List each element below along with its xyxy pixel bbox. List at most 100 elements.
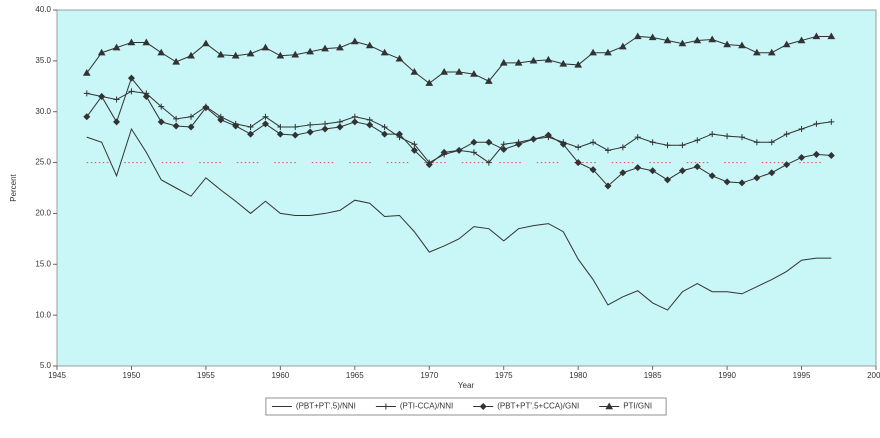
data-point <box>544 55 553 63</box>
x-tick-label: 1960 <box>271 371 289 380</box>
data-point <box>411 141 418 148</box>
x-tick-label: 2000 <box>867 371 880 380</box>
data-point <box>202 39 210 47</box>
data-point <box>113 96 120 103</box>
legend-item: PTI/GNI <box>599 402 652 411</box>
series-line <box>86 127 832 311</box>
y-tick-label: 25.0 <box>35 158 51 167</box>
data-point <box>246 49 255 57</box>
data-point <box>514 58 523 66</box>
data-point <box>112 43 121 51</box>
data-point <box>812 32 821 40</box>
data-point <box>321 44 329 52</box>
data-point <box>589 166 597 174</box>
data-point <box>530 135 538 143</box>
data-point <box>425 79 434 86</box>
data-point <box>827 151 835 159</box>
data-point <box>172 57 180 65</box>
legend-item: (PBT+PT'.5+CCA)/GNI <box>473 402 579 411</box>
x-tick-label: 1970 <box>420 371 438 380</box>
data-point <box>768 169 776 177</box>
data-point <box>604 48 612 56</box>
x-tick-label: 1985 <box>644 371 662 380</box>
x-tick-label: 1975 <box>495 371 513 380</box>
y-tick-label: 5.0 <box>40 361 52 370</box>
data-point <box>113 118 121 126</box>
data-point <box>306 47 315 55</box>
data-point <box>694 137 701 144</box>
data-point <box>827 32 836 40</box>
data-point <box>276 130 284 138</box>
data-point <box>544 131 552 139</box>
data-point <box>395 130 403 138</box>
legend: (PBT+PT'.5)/NNI (PTI-CCA)/NNI (PBT+PT'.5+C… <box>265 397 667 416</box>
data-point <box>455 68 463 75</box>
data-point <box>574 159 582 167</box>
data-point <box>753 48 761 56</box>
data-point <box>693 36 702 44</box>
legend-label: (PBT+PT'.5)/NNI <box>296 402 356 411</box>
data-point <box>97 48 106 56</box>
data-point <box>83 113 91 121</box>
legend-label: PTI/GNI <box>623 402 652 411</box>
legend-label: (PBT+PT'.5+CCA)/GNI <box>497 402 579 411</box>
data-point <box>262 113 269 120</box>
legend-item: (PBT+PT'.5)/NNI <box>271 402 356 411</box>
data-point <box>216 50 225 58</box>
data-point <box>678 167 686 175</box>
x-tick-label: 1980 <box>569 371 587 380</box>
data-point <box>797 36 806 44</box>
data-point <box>633 32 642 40</box>
data-point <box>98 92 106 100</box>
data-point <box>813 120 820 127</box>
y-tick-label: 20.0 <box>35 209 51 218</box>
data-point <box>157 118 165 126</box>
data-point <box>738 134 745 141</box>
data-point <box>649 139 656 146</box>
data-point <box>292 123 299 130</box>
data-point <box>172 122 180 130</box>
data-point <box>188 113 195 120</box>
plot-area <box>56 9 877 367</box>
data-point <box>619 144 626 151</box>
y-tick-label: 15.0 <box>35 259 51 268</box>
data-point <box>157 48 166 56</box>
data-point <box>336 43 344 51</box>
data-point <box>306 128 314 136</box>
y-tick-label: 30.0 <box>35 107 51 116</box>
data-point <box>604 147 611 154</box>
y-tick-label: 40.0 <box>35 5 51 14</box>
y-tick-label: 10.0 <box>35 310 51 319</box>
data-point <box>142 92 150 100</box>
data-point <box>158 103 165 110</box>
x-tick-label: 1990 <box>718 371 736 380</box>
data-point <box>470 149 477 156</box>
data-point <box>217 116 225 124</box>
data-point <box>574 60 583 68</box>
data-point <box>187 123 195 131</box>
data-point <box>410 68 419 75</box>
data-point <box>127 74 135 82</box>
data-point <box>231 51 240 59</box>
legend-marker <box>605 402 614 410</box>
data-point <box>812 150 820 158</box>
data-point <box>515 140 523 148</box>
data-point <box>127 38 136 46</box>
data-point <box>380 48 389 56</box>
data-point <box>634 164 642 172</box>
data-point <box>83 90 90 97</box>
data-point <box>381 123 388 130</box>
data-point <box>261 120 269 128</box>
data-point <box>753 174 761 182</box>
data-point <box>247 130 255 138</box>
data-point <box>142 38 151 46</box>
x-tick-label: 1950 <box>123 371 141 380</box>
data-point <box>336 123 344 131</box>
data-point <box>395 54 404 62</box>
data-point <box>753 139 760 146</box>
legend-item: (PTI-CCA)/NNI <box>375 402 453 411</box>
data-point <box>724 133 731 140</box>
data-point <box>440 148 448 156</box>
data-point <box>783 161 791 169</box>
